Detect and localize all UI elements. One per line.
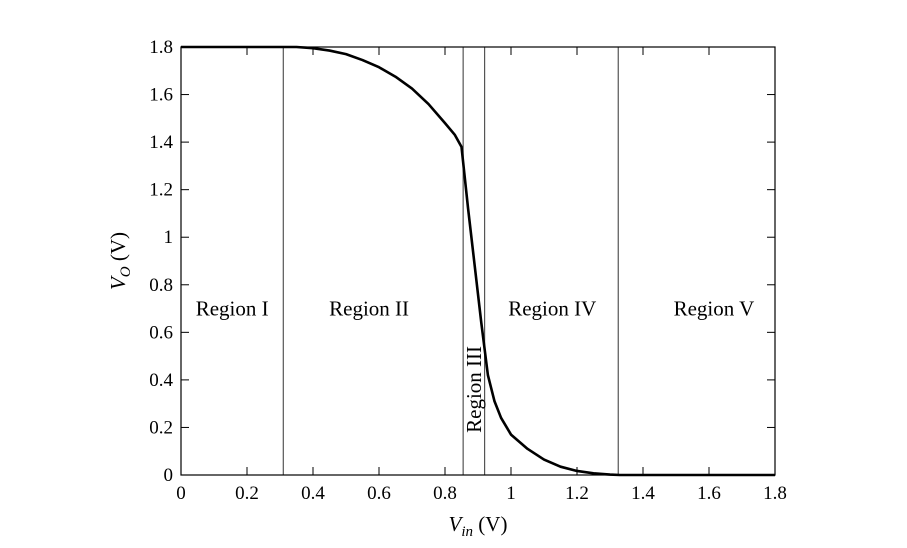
x-tick-label: 0.8 bbox=[433, 483, 457, 504]
x-axis-label-main: V bbox=[449, 512, 464, 536]
y-tick-label: 0.8 bbox=[149, 275, 173, 296]
x-axis-label: Vin (V) bbox=[449, 512, 508, 540]
region-label: Region II bbox=[329, 297, 409, 321]
x-tick-label: 1.4 bbox=[631, 483, 655, 504]
x-axis-label-unit: (V) bbox=[473, 512, 507, 536]
x-tick-label: 1.8 bbox=[763, 483, 787, 504]
x-tick-label: 0.2 bbox=[235, 483, 259, 504]
y-axis-label: VO (V) bbox=[106, 232, 134, 290]
region-label: Region IV bbox=[508, 297, 596, 321]
y-tick-labels: 0 0.2 0.4 0.6 0.8 1 1.2 1.4 1.6 1.8 bbox=[149, 37, 173, 486]
y-tick-label: 1.8 bbox=[149, 37, 173, 58]
y-tick-label: 1.4 bbox=[149, 132, 173, 153]
axis-ticks bbox=[180, 46, 776, 476]
region-label: Region V bbox=[674, 297, 755, 321]
region-boundaries bbox=[282, 47, 619, 475]
y-tick-label: 1 bbox=[164, 227, 174, 248]
x-axis-label-sub: in bbox=[461, 524, 473, 540]
x-tick-label: 1 bbox=[506, 483, 516, 504]
x-tick-label: 0.6 bbox=[367, 483, 391, 504]
x-tick-labels: 0 0.2 0.4 0.6 0.8 1 1.2 1.4 1.6 1.8 bbox=[176, 483, 787, 504]
y-tick-label: 0.6 bbox=[149, 322, 173, 343]
y-tick-label: 0.4 bbox=[149, 370, 173, 391]
x-tick-label: 1.6 bbox=[697, 483, 721, 504]
y-tick-label: 0 bbox=[164, 465, 174, 486]
region-labels: Region I Region II Region III Region IV Regi… bbox=[196, 297, 755, 433]
x-tick-label: 0 bbox=[176, 483, 186, 504]
y-axis-label-unit: (V) bbox=[106, 232, 130, 266]
region-label: Region I bbox=[196, 297, 269, 321]
y-axis-label-sub: O bbox=[118, 266, 134, 277]
plot-frame bbox=[180, 46, 776, 476]
y-tick-label: 0.2 bbox=[149, 417, 173, 438]
y-tick-label: 1.2 bbox=[149, 180, 173, 201]
y-axis-label-main: V bbox=[106, 275, 130, 290]
region-label: Region III bbox=[462, 346, 486, 433]
x-tick-label: 0.4 bbox=[301, 483, 325, 504]
x-tick-label: 1.2 bbox=[565, 483, 589, 504]
y-tick-label: 1.6 bbox=[149, 85, 173, 106]
